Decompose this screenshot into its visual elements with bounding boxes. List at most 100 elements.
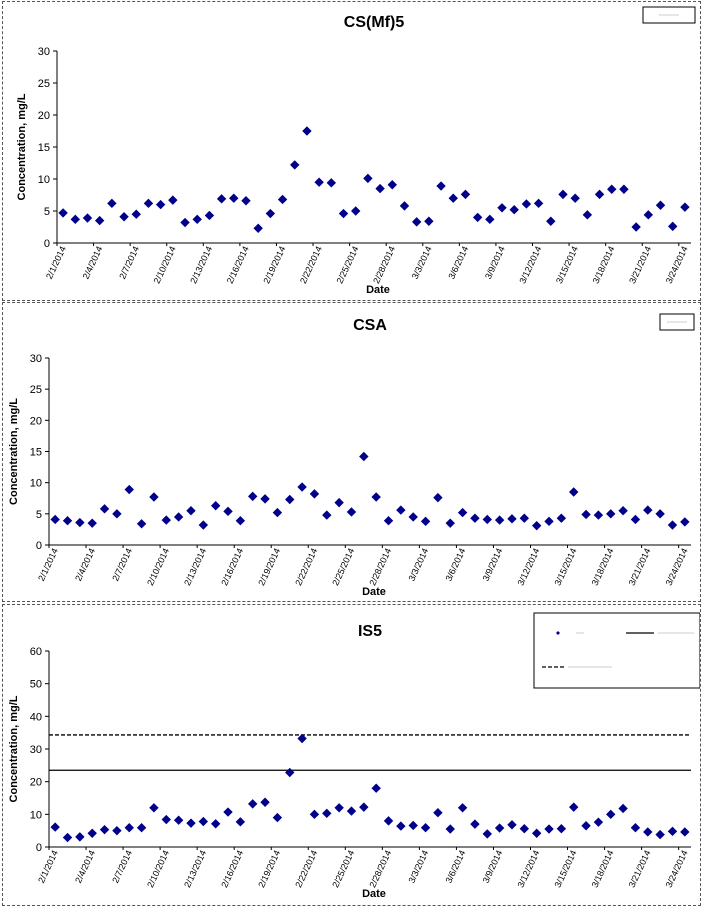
data-point (581, 821, 591, 831)
data-point (396, 821, 406, 831)
y-tick-label: 30 (38, 46, 50, 58)
x-tick-label: 2/4/2014 (81, 245, 105, 281)
data-point (155, 199, 166, 210)
data-point (655, 509, 665, 519)
chart-panel-csa: CSA 0 5 10 15 20 25 30 Concentration, mg/L 2/1/20… (2, 302, 704, 602)
data-point (265, 208, 276, 219)
data-point (131, 209, 141, 219)
data-point (680, 517, 690, 527)
data-point (235, 515, 246, 526)
x-tick-label: 2/10/2014 (152, 245, 178, 286)
data-point (396, 505, 406, 515)
y-axis-label: Concentration, mg/L (8, 695, 20, 802)
x-tick-label: 3/6/2014 (444, 849, 468, 885)
data-point (618, 506, 628, 516)
data-point (371, 783, 381, 793)
x-tick-label: 3/6/2014 (446, 245, 470, 281)
data-point (408, 512, 418, 522)
data-point (680, 827, 690, 837)
data-point (223, 506, 233, 517)
y-tick-label: 25 (38, 78, 50, 90)
data-point (460, 189, 471, 200)
data-point (161, 814, 171, 825)
x-tick-label: 2/25/2014 (335, 245, 361, 286)
data-point (546, 216, 556, 226)
data-point (87, 518, 97, 528)
y-tick-label: 10 (30, 478, 42, 490)
x-axis-label: Date (362, 586, 386, 598)
data-point (593, 817, 604, 827)
data-point (346, 806, 357, 816)
data-point (229, 193, 239, 203)
data-point (569, 487, 579, 497)
data-point (99, 824, 110, 835)
data-point (277, 194, 288, 205)
x-tick-label: 2/16/2014 (219, 849, 245, 890)
data-point (210, 819, 221, 829)
data-point (531, 828, 542, 838)
x-tick-label: 3/3/2014 (406, 849, 430, 885)
data-point (420, 516, 431, 527)
x-tick-label: 2/13/2014 (188, 245, 214, 286)
x-tick-label: 3/21/2014 (627, 849, 653, 890)
data-point (668, 221, 678, 232)
data-point (216, 194, 227, 204)
x-tick-label: 3/9/2014 (481, 849, 505, 885)
x-tick-label: 3/21/2014 (627, 547, 653, 588)
x-tick-label: 2/19/2014 (256, 547, 282, 588)
data-point (619, 184, 629, 194)
data-point (594, 189, 605, 200)
data-point (198, 816, 209, 827)
data-point (75, 517, 85, 528)
data-point (241, 196, 251, 206)
y-tick-label: 10 (30, 809, 42, 821)
data-point (445, 824, 455, 834)
data-point (556, 823, 567, 834)
data-point (62, 832, 73, 843)
data-point (338, 208, 349, 219)
data-point (606, 809, 616, 820)
data-point (50, 822, 60, 832)
x-tick-label: 3/12/2014 (515, 547, 541, 588)
x-tick-label: 3/21/2014 (627, 245, 653, 286)
x-tick-label: 3/18/2014 (590, 547, 616, 588)
y-axis-label: Concentration, mg/L (8, 398, 20, 505)
data-point (124, 823, 134, 833)
data-point (519, 823, 530, 834)
y-tick-label: 15 (30, 447, 42, 459)
x-tick-label: 2/10/2014 (145, 849, 171, 890)
y-tick-label: 15 (38, 142, 50, 154)
x-tick-label: 2/25/2014 (330, 547, 356, 588)
data-point (485, 214, 495, 225)
data-point (399, 201, 410, 211)
x-tick-label: 3/24/2014 (664, 849, 690, 890)
data-point (290, 160, 300, 170)
data-point (136, 519, 147, 529)
data-point (363, 173, 373, 184)
data-point (643, 505, 653, 515)
data-point (482, 829, 492, 839)
y-tick-label: 0 (36, 842, 42, 854)
y-tick-label: 25 (30, 384, 42, 396)
data-point (630, 514, 641, 525)
data-point (569, 802, 579, 812)
data-point (50, 514, 60, 525)
data-point (180, 217, 190, 228)
data-point (297, 733, 307, 744)
y-tick-label: 30 (30, 353, 42, 365)
data-point (371, 492, 381, 502)
data-point (94, 215, 105, 226)
x-tick-label: 2/1/2014 (36, 849, 60, 885)
data-point (124, 484, 134, 495)
x-tick-label: 2/4/2014 (73, 849, 97, 885)
data-point (424, 216, 434, 226)
data-point (186, 506, 196, 516)
data-point (285, 494, 295, 505)
data-point (457, 507, 468, 518)
x-tick-label: 3/3/2014 (410, 245, 434, 281)
chart-panel-cs-mf5: CS(Mf)5 0 5 10 15 20 25 30 Concentration, mg/L 2/… (2, 1, 704, 301)
data-point (655, 829, 665, 840)
data-point (509, 205, 519, 215)
data-point (186, 818, 196, 828)
legend-text-dashed (568, 666, 612, 668)
